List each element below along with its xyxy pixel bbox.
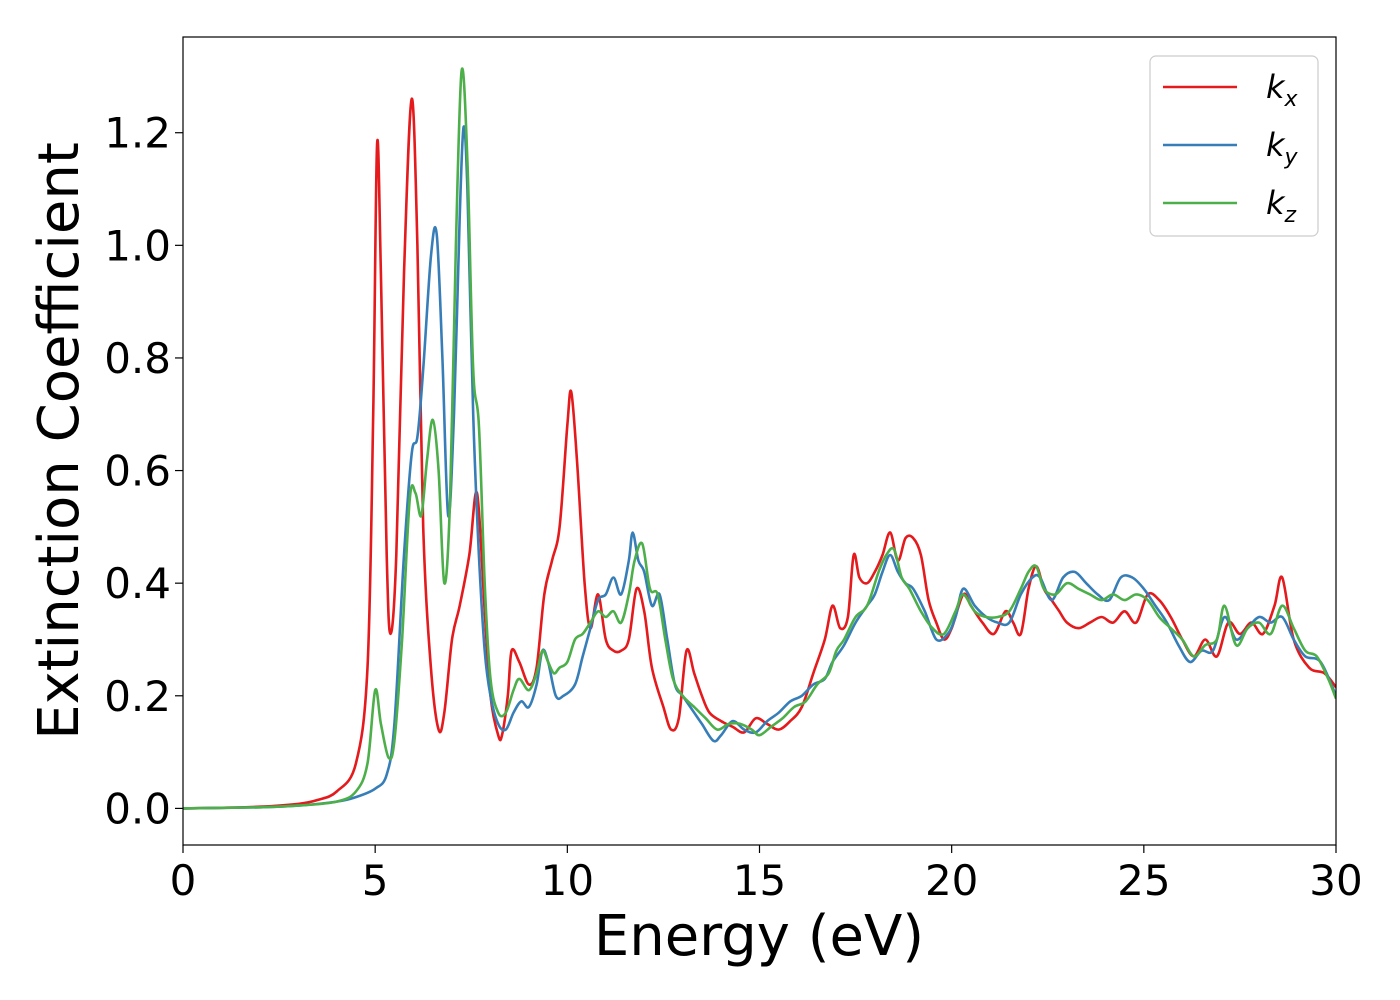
series-line-ky — [183, 125, 1336, 810]
legend-label-kz: kz — [1266, 184, 1297, 228]
legend-label-subscript: y — [1284, 145, 1299, 170]
x-tick-label: 30 — [1309, 856, 1362, 905]
x-tick-label: 10 — [541, 856, 594, 905]
x-axis-title: Energy (eV) — [594, 904, 924, 969]
x-axis: 0 5 10 15 20 25 30 — [170, 845, 1363, 905]
legend-label-main: k — [1266, 68, 1286, 106]
y-tick-label: 0.2 — [104, 672, 171, 721]
series-line-kz — [183, 67, 1336, 810]
y-tick-label: 0.6 — [104, 447, 171, 496]
y-axis-title: Extinction Coefficient — [27, 142, 92, 740]
x-tick-label: 0 — [170, 856, 197, 905]
series-line-kx — [183, 97, 1336, 810]
y-tick-label: 0.4 — [104, 559, 171, 608]
legend-label-main: k — [1266, 184, 1286, 222]
y-axis: 0.0 0.2 0.4 0.6 0.8 1.0 1.2 — [104, 109, 183, 833]
legend-label-ky: ky — [1266, 126, 1299, 170]
y-tick-label: 1.2 — [104, 109, 171, 158]
legend-label-main: k — [1266, 126, 1286, 164]
x-tick-label: 15 — [733, 856, 786, 905]
x-tick-label: 20 — [925, 856, 978, 905]
y-tick-label: 1.0 — [104, 221, 171, 270]
legend-label-kx: kx — [1266, 68, 1299, 112]
legend-label-subscript: x — [1284, 87, 1299, 112]
legend-label-subscript: z — [1284, 203, 1297, 228]
y-tick-label: 0.0 — [104, 784, 171, 833]
x-tick-label: 5 — [362, 856, 389, 905]
x-tick-label: 25 — [1117, 856, 1170, 905]
plot-lines — [183, 67, 1336, 810]
y-tick-label: 0.8 — [104, 334, 171, 383]
